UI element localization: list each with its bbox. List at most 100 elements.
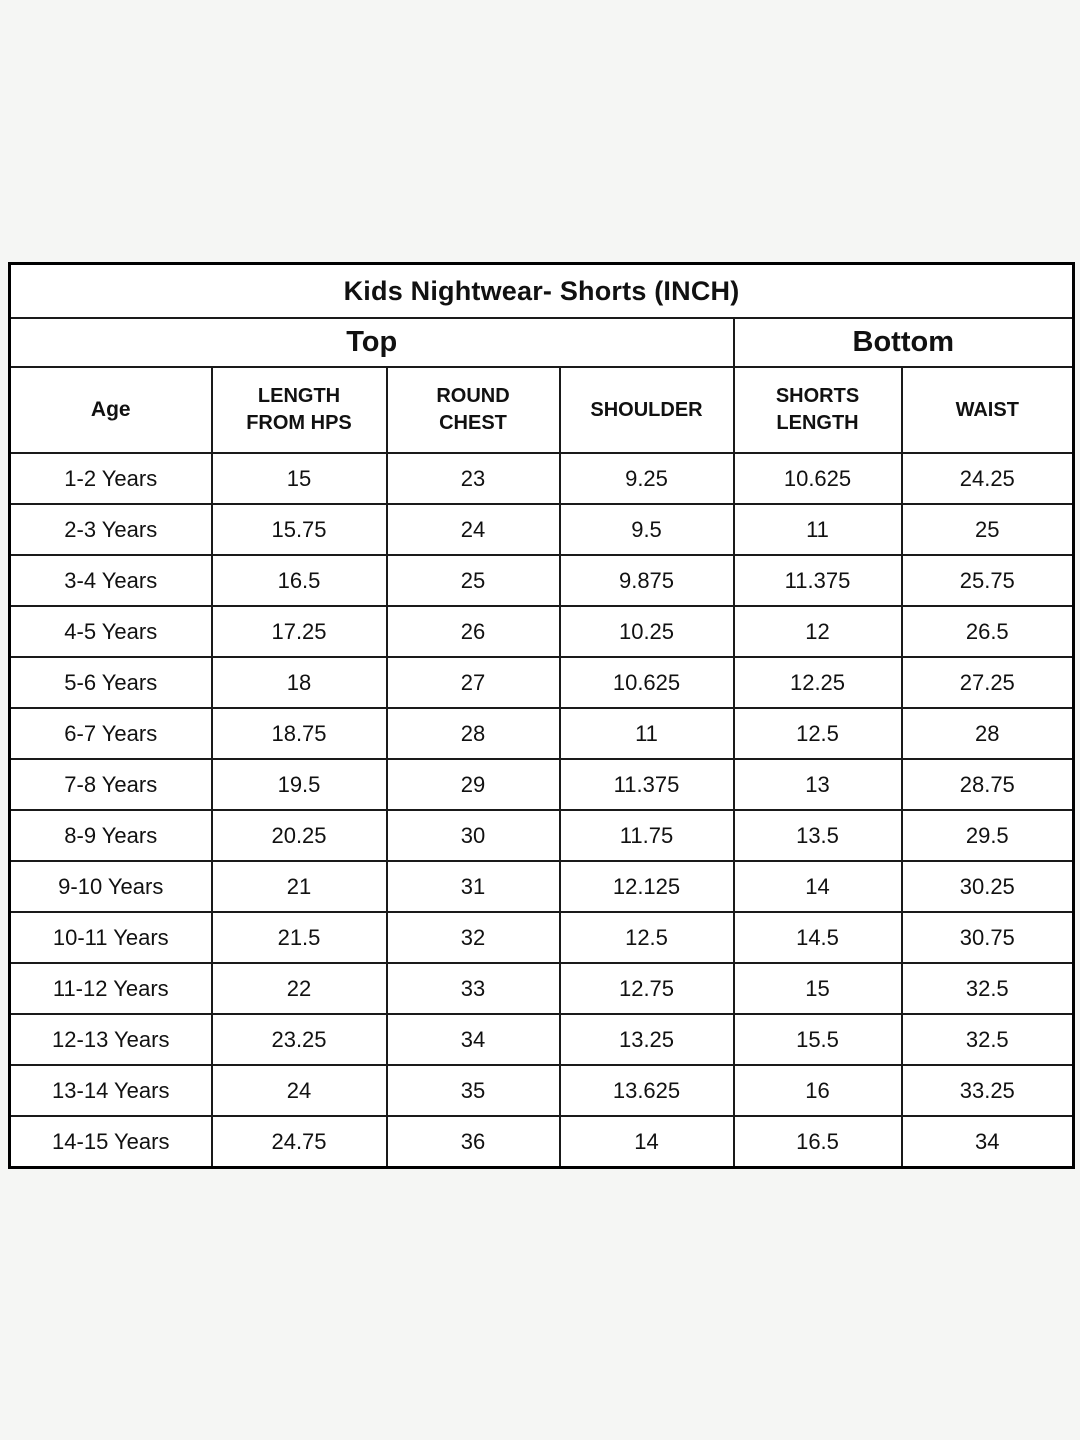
waist-cell: 33.25 bbox=[900, 1064, 1075, 1117]
round-chest-cell: 26 bbox=[385, 605, 561, 658]
shorts-length-cell: 14 bbox=[732, 860, 903, 913]
length-from-hps-cell: 24.75 bbox=[210, 1115, 388, 1169]
length-from-hps-cell: 21.5 bbox=[210, 911, 388, 964]
length-from-hps-cell: 15.75 bbox=[210, 503, 388, 556]
shorts-length-cell: 12 bbox=[732, 605, 903, 658]
shoulder-cell: 10.25 bbox=[558, 605, 735, 658]
size-chart-table: Kids Nightwear- Shorts (INCH) Top Bottom… bbox=[8, 262, 1076, 1169]
shoulder-cell: 11.75 bbox=[558, 809, 735, 862]
age-cell: 8-9 Years bbox=[8, 809, 213, 862]
table-row: 10-11 Years 21.5 32 12.5 14.5 30.75 bbox=[8, 911, 1075, 964]
column-header-shorts-length: SHORTS LENGTH bbox=[732, 366, 903, 454]
length-from-hps-cell: 24 bbox=[210, 1064, 388, 1117]
length-from-hps-cell: 20.25 bbox=[210, 809, 388, 862]
table-row: 4-5 Years 17.25 26 10.25 12 26.5 bbox=[8, 605, 1075, 658]
round-chest-cell: 36 bbox=[385, 1115, 561, 1169]
round-chest-cell: 29 bbox=[385, 758, 561, 811]
round-chest-cell: 25 bbox=[385, 554, 561, 607]
section-header-bottom: Bottom bbox=[732, 317, 1075, 368]
round-chest-cell: 27 bbox=[385, 656, 561, 709]
length-from-hps-cell: 18.75 bbox=[210, 707, 388, 760]
column-header-length-from-hps: LENGTH FROM HPS bbox=[210, 366, 388, 454]
waist-cell: 32.5 bbox=[900, 1013, 1075, 1066]
waist-cell: 28.75 bbox=[900, 758, 1075, 811]
waist-cell: 30.25 bbox=[900, 860, 1075, 913]
age-cell: 12-13 Years bbox=[8, 1013, 213, 1066]
length-from-hps-cell: 21 bbox=[210, 860, 388, 913]
size-chart-container: Kids Nightwear- Shorts (INCH) Top Bottom… bbox=[8, 262, 1076, 1169]
shorts-length-cell: 11 bbox=[732, 503, 903, 556]
age-cell: 3-4 Years bbox=[8, 554, 213, 607]
shoulder-cell: 11 bbox=[558, 707, 735, 760]
length-from-hps-cell: 22 bbox=[210, 962, 388, 1015]
shorts-length-cell: 15 bbox=[732, 962, 903, 1015]
waist-cell: 25.75 bbox=[900, 554, 1075, 607]
length-from-hps-cell: 17.25 bbox=[210, 605, 388, 658]
waist-cell: 24.25 bbox=[900, 452, 1075, 505]
shorts-length-cell: 13.5 bbox=[732, 809, 903, 862]
waist-cell: 32.5 bbox=[900, 962, 1075, 1015]
waist-cell: 29.5 bbox=[900, 809, 1075, 862]
shoulder-cell: 12.125 bbox=[558, 860, 735, 913]
age-cell: 6-7 Years bbox=[8, 707, 213, 760]
shoulder-cell: 13.625 bbox=[558, 1064, 735, 1117]
shoulder-cell: 11.375 bbox=[558, 758, 735, 811]
table-row: 12-13 Years 23.25 34 13.25 15.5 32.5 bbox=[8, 1013, 1075, 1066]
age-cell: 13-14 Years bbox=[8, 1064, 213, 1117]
length-from-hps-cell: 18 bbox=[210, 656, 388, 709]
length-from-hps-cell: 15 bbox=[210, 452, 388, 505]
table-head: Kids Nightwear- Shorts (INCH) Top Bottom… bbox=[8, 262, 1075, 454]
round-chest-cell: 35 bbox=[385, 1064, 561, 1117]
waist-cell: 27.25 bbox=[900, 656, 1075, 709]
round-chest-cell: 34 bbox=[385, 1013, 561, 1066]
table-row: 6-7 Years 18.75 28 11 12.5 28 bbox=[8, 707, 1075, 760]
shoulder-cell: 14 bbox=[558, 1115, 735, 1169]
shorts-length-cell: 15.5 bbox=[732, 1013, 903, 1066]
column-header-row: Age LENGTH FROM HPS ROUND CHEST SHOULDER… bbox=[8, 366, 1075, 454]
length-from-hps-cell: 19.5 bbox=[210, 758, 388, 811]
length-from-hps-cell: 16.5 bbox=[210, 554, 388, 607]
table-title: Kids Nightwear- Shorts (INCH) bbox=[8, 262, 1075, 319]
table-row: 14-15 Years 24.75 36 14 16.5 34 bbox=[8, 1115, 1075, 1169]
age-cell: 1-2 Years bbox=[8, 452, 213, 505]
table-row: 9-10 Years 21 31 12.125 14 30.25 bbox=[8, 860, 1075, 913]
shoulder-cell: 9.875 bbox=[558, 554, 735, 607]
age-cell: 9-10 Years bbox=[8, 860, 213, 913]
length-from-hps-cell: 23.25 bbox=[210, 1013, 388, 1066]
shoulder-cell: 9.25 bbox=[558, 452, 735, 505]
table-row: 1-2 Years 15 23 9.25 10.625 24.25 bbox=[8, 452, 1075, 505]
table-row: 13-14 Years 24 35 13.625 16 33.25 bbox=[8, 1064, 1075, 1117]
age-cell: 11-12 Years bbox=[8, 962, 213, 1015]
shorts-length-cell: 12.5 bbox=[732, 707, 903, 760]
shorts-length-cell: 12.25 bbox=[732, 656, 903, 709]
shorts-length-cell: 16 bbox=[732, 1064, 903, 1117]
section-header-top: Top bbox=[8, 317, 735, 368]
waist-cell: 25 bbox=[900, 503, 1075, 556]
table-row: 8-9 Years 20.25 30 11.75 13.5 29.5 bbox=[8, 809, 1075, 862]
round-chest-cell: 28 bbox=[385, 707, 561, 760]
table-row: 2-3 Years 15.75 24 9.5 11 25 bbox=[8, 503, 1075, 556]
age-cell: 10-11 Years bbox=[8, 911, 213, 964]
round-chest-cell: 30 bbox=[385, 809, 561, 862]
waist-cell: 34 bbox=[900, 1115, 1075, 1169]
shoulder-cell: 10.625 bbox=[558, 656, 735, 709]
shorts-length-cell: 16.5 bbox=[732, 1115, 903, 1169]
age-cell: 5-6 Years bbox=[8, 656, 213, 709]
title-row: Kids Nightwear- Shorts (INCH) bbox=[8, 262, 1075, 319]
column-header-shoulder: SHOULDER bbox=[558, 366, 735, 454]
waist-cell: 30.75 bbox=[900, 911, 1075, 964]
waist-cell: 28 bbox=[900, 707, 1075, 760]
section-row: Top Bottom bbox=[8, 317, 1075, 368]
table-body: 1-2 Years 15 23 9.25 10.625 24.25 2-3 Years 15.… bbox=[8, 452, 1075, 1169]
table-row: 5-6 Years 18 27 10.625 12.25 27.25 bbox=[8, 656, 1075, 709]
round-chest-cell: 33 bbox=[385, 962, 561, 1015]
age-cell: 7-8 Years bbox=[8, 758, 213, 811]
age-cell: 4-5 Years bbox=[8, 605, 213, 658]
age-cell: 14-15 Years bbox=[8, 1115, 213, 1169]
round-chest-cell: 31 bbox=[385, 860, 561, 913]
shoulder-cell: 12.5 bbox=[558, 911, 735, 964]
column-header-round-chest: ROUND CHEST bbox=[385, 366, 561, 454]
shoulder-cell: 12.75 bbox=[558, 962, 735, 1015]
shorts-length-cell: 11.375 bbox=[732, 554, 903, 607]
